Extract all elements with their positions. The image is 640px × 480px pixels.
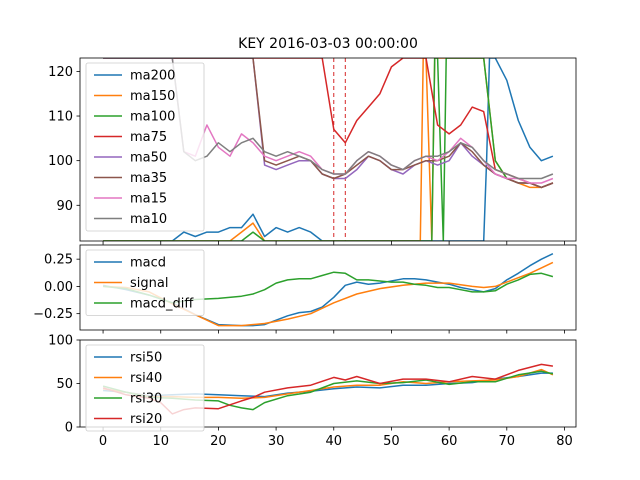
legend-label: rsi30 <box>130 392 162 407</box>
y-tick-label: 100 <box>48 154 73 169</box>
x-tick-label: 20 <box>210 434 227 449</box>
legend-label: ma150 <box>130 89 175 104</box>
series-line-ma75 <box>103 58 554 189</box>
axes-frame <box>79 244 577 331</box>
legend-label: ma100 <box>130 110 175 125</box>
legend-label: rsi50 <box>130 351 162 366</box>
legend: rsi50 rsi40 rsi30 rsi20 <box>85 344 205 432</box>
legend-label: ma75 <box>130 130 167 145</box>
legend: macd signal macd_diff <box>85 249 205 316</box>
series-group <box>103 58 554 241</box>
x-tick-label: 70 <box>499 434 516 449</box>
y-tick-label: 120 <box>48 65 73 80</box>
macd-panel: −0.25 0.00 0.25 macd signal macd_diff <box>33 244 577 334</box>
legend-label: ma10 <box>130 212 167 227</box>
chart-title: KEY 2016-03-03 00:00:00 <box>238 36 418 52</box>
legend-label: rsi40 <box>130 371 162 386</box>
y-tick-label: 100 <box>48 334 73 349</box>
y-tick-label: 0 <box>65 421 73 436</box>
x-tick-label: 30 <box>268 434 285 449</box>
y-tick-label: 0.00 <box>44 280 73 295</box>
x-tick-label: 10 <box>152 434 169 449</box>
y-tick-label: −0.25 <box>33 307 73 322</box>
legend-box <box>85 249 205 316</box>
legend-label: macd <box>130 256 166 271</box>
legend-label: ma50 <box>130 151 167 166</box>
x-tick-label: 60 <box>441 434 458 449</box>
legend-box <box>85 344 205 432</box>
legend-label: rsi20 <box>130 412 162 427</box>
legend-label: ma35 <box>130 171 167 186</box>
x-tick-label: 40 <box>325 434 342 449</box>
legend-label: ma200 <box>130 69 175 84</box>
legend-box <box>85 62 205 232</box>
axes-frame <box>79 57 577 242</box>
legend-label: signal <box>130 276 168 291</box>
y-tick-label: 0.25 <box>44 253 73 268</box>
series-line-macd_diff <box>103 271 554 304</box>
x-tick-label: 0 <box>99 434 107 449</box>
series-line-ma200 <box>103 58 554 241</box>
y-tick-label: 90 <box>56 199 73 214</box>
y-tick-label: 50 <box>56 377 73 392</box>
legend-label: macd_diff <box>130 297 194 312</box>
y-tick-label: 110 <box>48 110 73 125</box>
series-line-ma35 <box>103 58 554 189</box>
legend: ma200 ma150 ma100 ma75 ma50 ma35 ma15 ma10 <box>85 62 205 232</box>
legend-label: ma15 <box>130 192 167 207</box>
x-tick-label: 50 <box>383 434 400 449</box>
x-tick-label: 80 <box>556 434 573 449</box>
